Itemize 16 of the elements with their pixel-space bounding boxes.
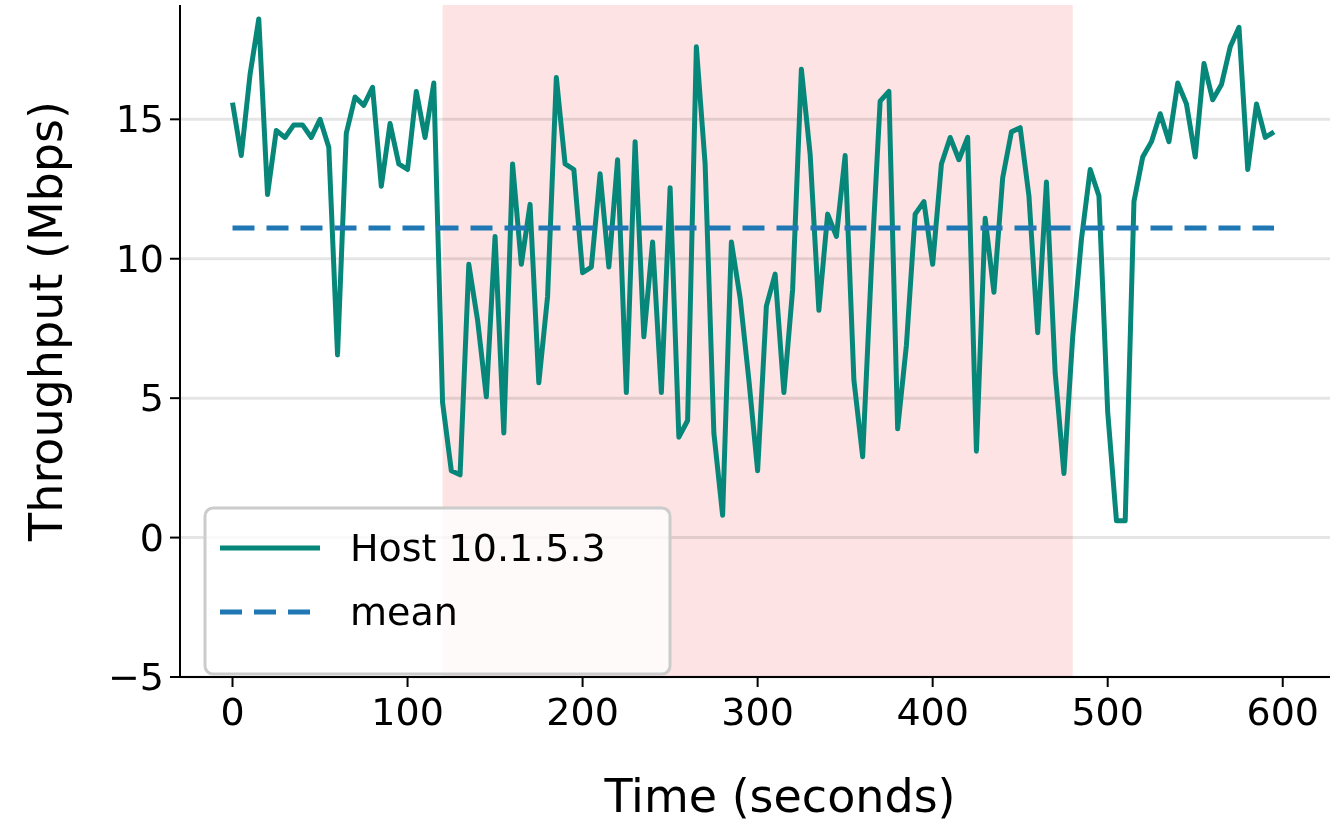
y-tick-label: 15 (115, 97, 164, 142)
x-tick-label: 0 (220, 690, 245, 734)
x-tick-label: 400 (896, 690, 969, 734)
y-tick-label: −5 (107, 655, 164, 699)
x-tick-label: 100 (371, 690, 444, 734)
x-axis-title: Time (seconds) (603, 769, 956, 823)
y-tick-label: 0 (139, 515, 164, 560)
legend-label: Host 10.1.5.3 (350, 526, 606, 570)
y-axis-title: Throughput (Mbps) (19, 101, 73, 542)
y-tick-label: 5 (139, 376, 164, 421)
x-tick-label: 300 (721, 690, 794, 734)
legend-label: mean (350, 590, 458, 634)
x-tick-label: 500 (1071, 690, 1144, 734)
y-tick-label: 10 (115, 236, 164, 281)
x-tick-label: 200 (546, 690, 619, 734)
x-tick-label: 600 (1246, 690, 1320, 734)
